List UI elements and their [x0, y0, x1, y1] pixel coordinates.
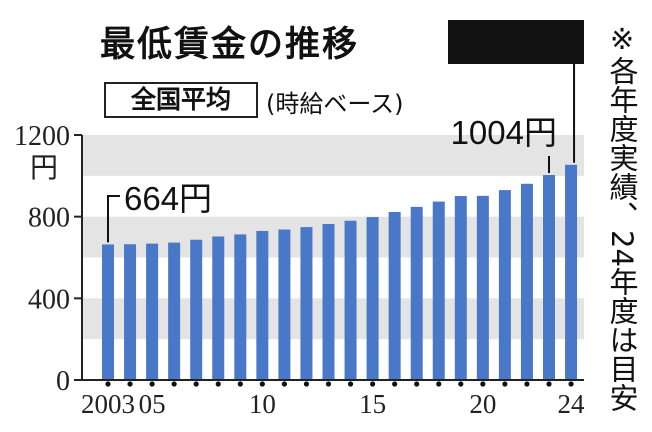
x-tick-dot — [502, 381, 508, 387]
x-tick-dot — [524, 381, 530, 387]
bar — [543, 175, 555, 380]
x-tick-label: 15 — [359, 389, 386, 419]
bar — [476, 195, 489, 380]
bar — [388, 211, 401, 380]
bar — [146, 243, 159, 380]
annotation-label: 1054円 — [463, 25, 569, 62]
x-tick-dot — [281, 381, 287, 387]
bar — [168, 242, 181, 380]
grid-band — [82, 135, 584, 176]
bar — [565, 164, 578, 380]
y-tick-label: 400 — [28, 284, 70, 315]
x-tick-dot — [458, 381, 464, 387]
x-tick-label: 24 — [558, 389, 586, 419]
x-tick-dot — [546, 381, 552, 387]
x-tick-dot — [370, 381, 376, 387]
bar — [212, 236, 225, 380]
annotation-highlight-box — [448, 20, 584, 64]
annotation-leader — [107, 195, 120, 243]
x-tick-dot — [303, 381, 310, 387]
x-tick-dot — [480, 381, 486, 387]
y-unit-label: 円 — [30, 153, 58, 184]
y-tick-label: 0 — [56, 366, 70, 397]
bar — [520, 183, 533, 380]
x-tick-dot — [193, 381, 199, 387]
x-tick-dot — [568, 381, 574, 387]
bar — [454, 196, 467, 380]
x-tick-label: 20 — [469, 389, 496, 419]
bar — [498, 190, 511, 380]
bar — [256, 230, 269, 380]
bar — [190, 239, 203, 380]
x-tick-dot — [436, 381, 442, 387]
x-tick-dot — [259, 381, 265, 387]
chart-title: 最低賃金の推移 — [100, 25, 360, 65]
x-tick-dot — [392, 381, 398, 387]
x-tick-dot — [105, 381, 111, 387]
x-tick-dot — [215, 381, 221, 387]
bar — [344, 220, 357, 380]
x-tick-label: 05 — [139, 389, 166, 419]
x-tick-dot — [325, 381, 332, 387]
bar — [278, 229, 291, 380]
bar — [300, 227, 313, 380]
x-tick-label: 10 — [249, 389, 276, 419]
bar — [366, 217, 379, 380]
x-tick-label: 2003 — [81, 389, 135, 419]
bar — [432, 201, 445, 380]
annotation-label: 664円 — [124, 180, 212, 217]
x-tick-dot — [149, 381, 155, 387]
x-tick-dot — [414, 381, 420, 387]
annotation-label: 1004円 — [451, 114, 557, 151]
x-tick-dot — [237, 381, 243, 387]
subtitle-note: (時給ベース) — [266, 90, 404, 118]
bar — [410, 206, 423, 380]
chart-note: ※各年度実績、24年度は目安 — [605, 22, 639, 412]
x-tick-dot — [127, 381, 133, 387]
subtitle-boxed: 全国平均 — [104, 82, 258, 118]
y-tick-label: 800 — [28, 203, 70, 234]
bar — [102, 244, 114, 380]
bar — [124, 244, 137, 380]
x-tick-dot — [347, 381, 354, 387]
x-tick-dot — [171, 381, 177, 387]
bar — [322, 224, 335, 380]
y-tick-label: 1200 — [14, 121, 70, 152]
bar — [234, 234, 247, 380]
